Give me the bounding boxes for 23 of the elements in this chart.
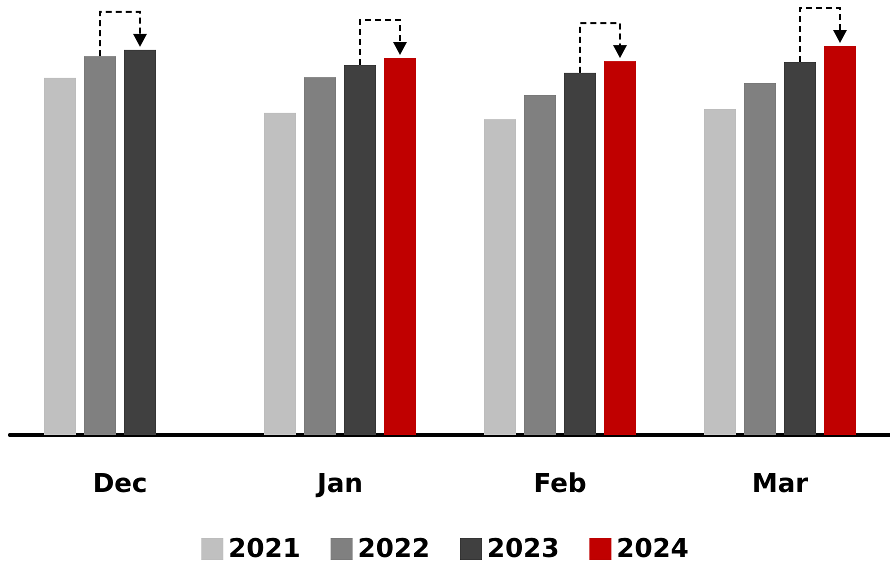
- bar: [304, 77, 336, 435]
- legend-label: 2024: [616, 534, 689, 564]
- bar: [704, 109, 736, 435]
- x-tick-label: Feb: [534, 469, 586, 499]
- bar: [384, 58, 416, 435]
- bar: [824, 46, 856, 435]
- bar: [524, 95, 556, 435]
- bar: [124, 50, 156, 435]
- bar: [44, 78, 76, 435]
- bar: [484, 119, 516, 435]
- bar: [784, 62, 816, 435]
- x-tick-label: Jan: [315, 469, 363, 499]
- legend-label: 2023: [487, 534, 560, 564]
- x-tick-label: Mar: [752, 469, 808, 499]
- bar: [744, 82, 776, 435]
- bar: [344, 65, 376, 435]
- bar: [84, 56, 116, 435]
- bar: [604, 61, 636, 435]
- legend-label: 2022: [358, 534, 430, 564]
- bar: [564, 72, 596, 435]
- x-tick-label: Dec: [92, 469, 148, 499]
- legend-label: 2021: [228, 534, 301, 564]
- bar: [264, 112, 296, 435]
